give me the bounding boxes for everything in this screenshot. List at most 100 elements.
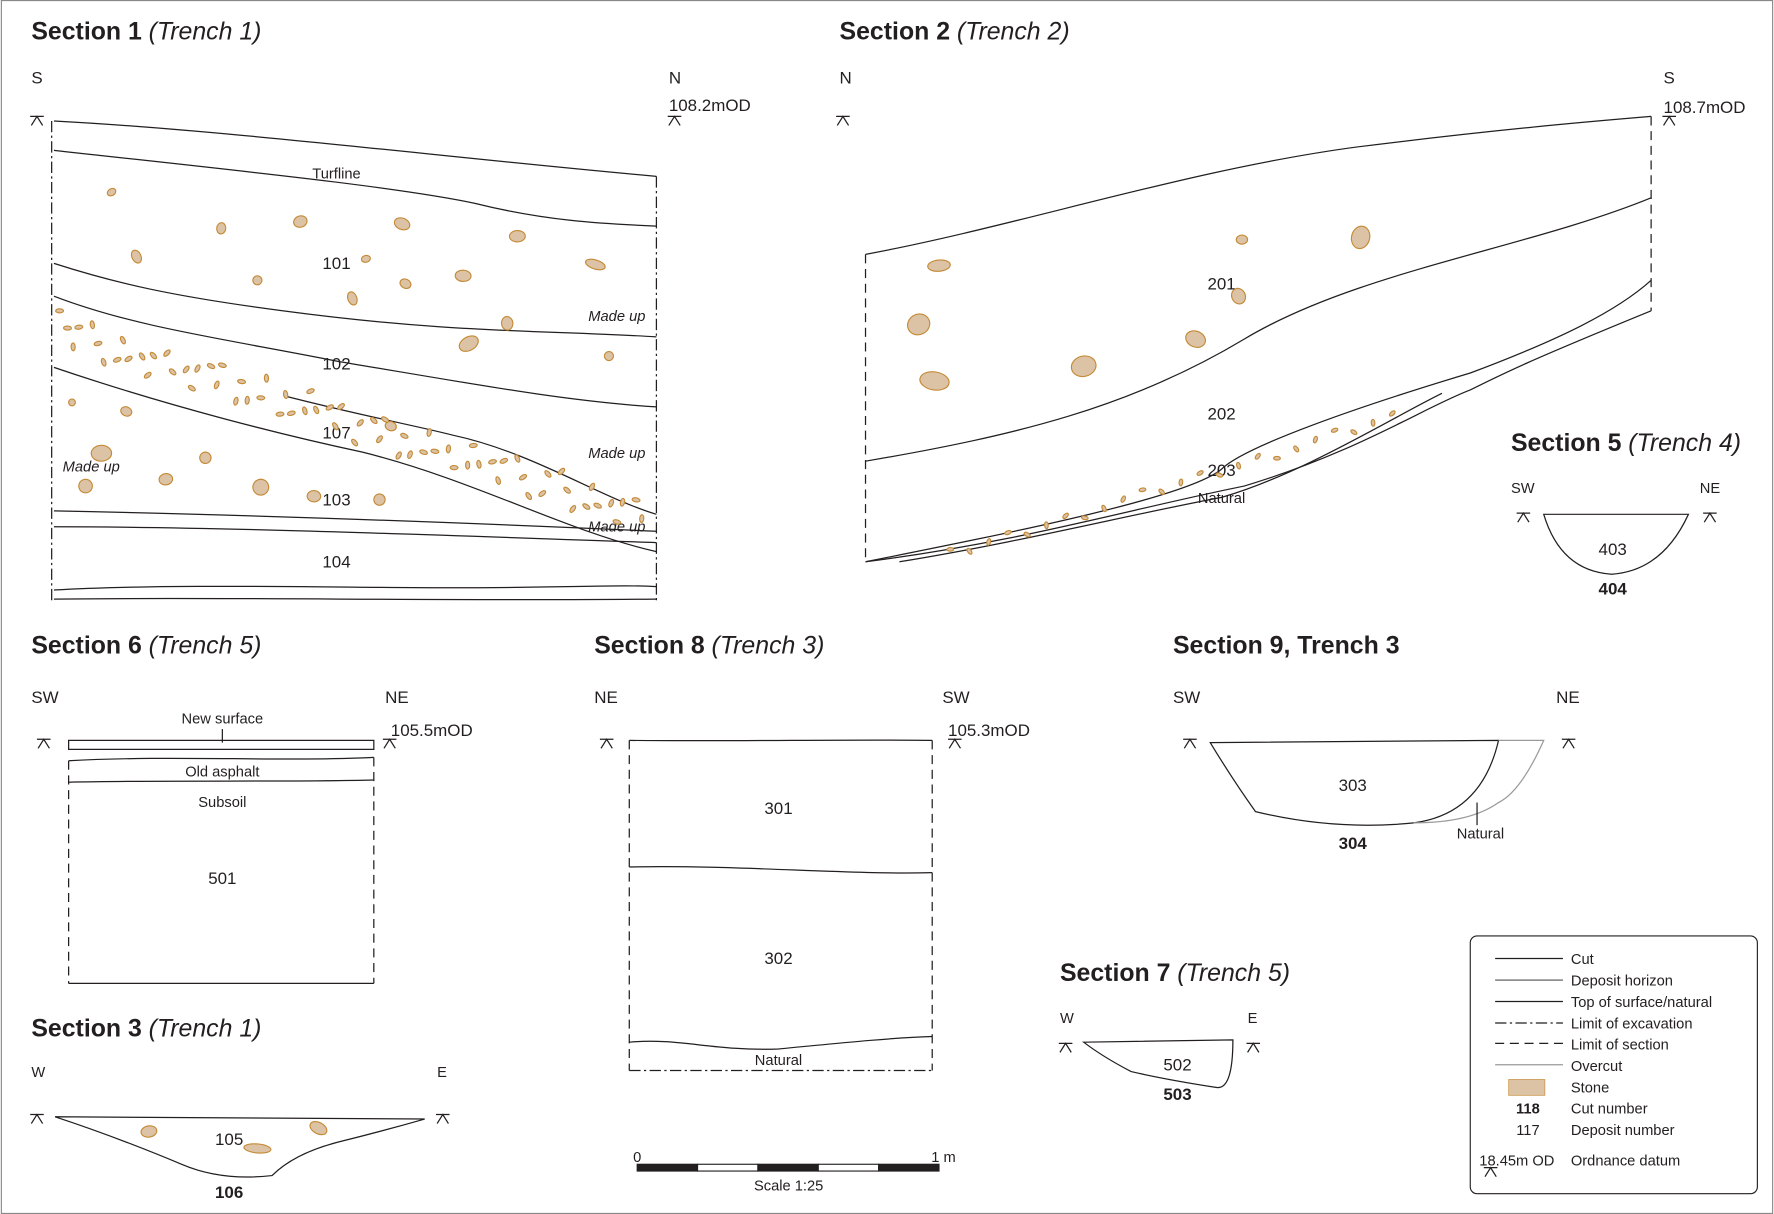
pebble	[445, 444, 452, 454]
pebble	[588, 482, 596, 492]
pebble	[275, 411, 285, 417]
orientation: S	[1664, 69, 1675, 88]
pebble	[1138, 487, 1147, 493]
scale-label: 1 m	[931, 1150, 955, 1166]
pebble	[495, 476, 502, 485]
legend-example: 18.45m OD	[1479, 1153, 1554, 1169]
layer-label: Old asphalt	[185, 765, 259, 781]
legend-label: Overcut	[1571, 1059, 1622, 1075]
datum-mark	[1662, 115, 1676, 126]
layer-label: 501	[208, 869, 236, 888]
orientation: SW	[1173, 688, 1200, 707]
pebble	[612, 519, 622, 525]
pebble	[468, 442, 478, 449]
stone	[68, 398, 76, 407]
pebble	[430, 448, 440, 454]
pebble	[465, 460, 471, 470]
pebble	[1158, 488, 1166, 495]
pebble	[1080, 515, 1089, 521]
stone	[384, 420, 397, 432]
legend-label: Deposit horizon	[1571, 974, 1673, 990]
pebble	[55, 308, 65, 314]
pebble	[233, 396, 239, 406]
trench-name: (Trench 2)	[957, 18, 1070, 46]
pebble	[119, 335, 126, 345]
pebble	[986, 538, 992, 546]
section-title: Section 2 (Trench 2)	[840, 18, 1070, 46]
section-title: Section 9, Trench 3	[1173, 631, 1400, 659]
stone	[140, 1125, 158, 1138]
stone	[90, 444, 113, 462]
section-title: Section 3 (Trench 1)	[31, 1015, 261, 1043]
stone	[500, 315, 514, 331]
pebble	[1023, 531, 1031, 538]
pebble	[100, 357, 107, 367]
layer-label: Natural	[1198, 491, 1245, 507]
section-title: Section 5 (Trench 4)	[1511, 429, 1741, 457]
pebble	[93, 340, 103, 347]
datum-mark	[1058, 1042, 1073, 1053]
datum-mark	[667, 115, 682, 126]
pebble	[569, 504, 577, 513]
orientation: W	[1060, 1011, 1074, 1027]
layer-label: 102	[322, 355, 350, 374]
layer-label: Subsoil	[198, 795, 246, 811]
layer-label: 502	[1163, 1055, 1191, 1074]
orientation: N	[669, 69, 681, 88]
pebble	[631, 497, 641, 503]
orientation: SW	[31, 688, 58, 707]
stone	[1231, 287, 1247, 305]
layer-label: 105	[215, 1130, 243, 1149]
stone	[130, 249, 143, 264]
legend-label: Cut number	[1571, 1101, 1648, 1117]
scale-segment	[757, 1163, 819, 1172]
section-2-drawing	[864, 115, 1652, 563]
section-1-drawing	[51, 120, 658, 602]
layer-label: 103	[322, 490, 350, 509]
pebble	[639, 514, 645, 524]
section-6-drawing	[68, 729, 375, 985]
orientation: NE	[594, 688, 618, 707]
trench-name: (Trench 4)	[1628, 429, 1741, 457]
pebble	[313, 405, 320, 415]
pebble	[282, 390, 289, 399]
orientation: SW	[1511, 481, 1535, 497]
stone	[346, 291, 358, 306]
pebble	[217, 362, 227, 368]
stone	[216, 222, 227, 235]
trench-name: (Trench 3)	[712, 631, 825, 659]
layer-label: Turfline	[312, 167, 360, 183]
datum-mark	[30, 115, 44, 126]
trench-name: (Trench 5)	[1177, 959, 1290, 987]
pebble	[187, 384, 196, 392]
stone	[309, 1120, 328, 1136]
stone	[454, 269, 472, 283]
pebble	[89, 320, 96, 330]
pebble	[163, 349, 171, 357]
pebble	[538, 490, 547, 498]
pebble	[256, 395, 266, 401]
orientation: SW	[942, 688, 969, 707]
datum-mark	[1703, 512, 1717, 523]
scale-segment	[817, 1163, 880, 1172]
stone	[360, 254, 371, 263]
stone	[293, 215, 308, 228]
datum-mark	[435, 1113, 450, 1124]
stone	[78, 478, 93, 494]
orientation: S	[31, 69, 42, 88]
section-8-drawing	[628, 739, 933, 1072]
pebble	[62, 325, 73, 331]
pebble	[370, 416, 378, 425]
pebble	[168, 368, 177, 376]
pebble	[563, 486, 571, 494]
stone	[927, 259, 951, 272]
section-title: Section 7 (Trench 5)	[1060, 959, 1290, 987]
legend-label: Cut	[1571, 952, 1594, 968]
pebble	[518, 474, 528, 481]
pebble	[1236, 461, 1242, 470]
datum-mark	[1483, 1166, 1498, 1178]
pebble	[488, 459, 497, 465]
stone	[1235, 234, 1249, 245]
orientation: W	[31, 1065, 45, 1081]
